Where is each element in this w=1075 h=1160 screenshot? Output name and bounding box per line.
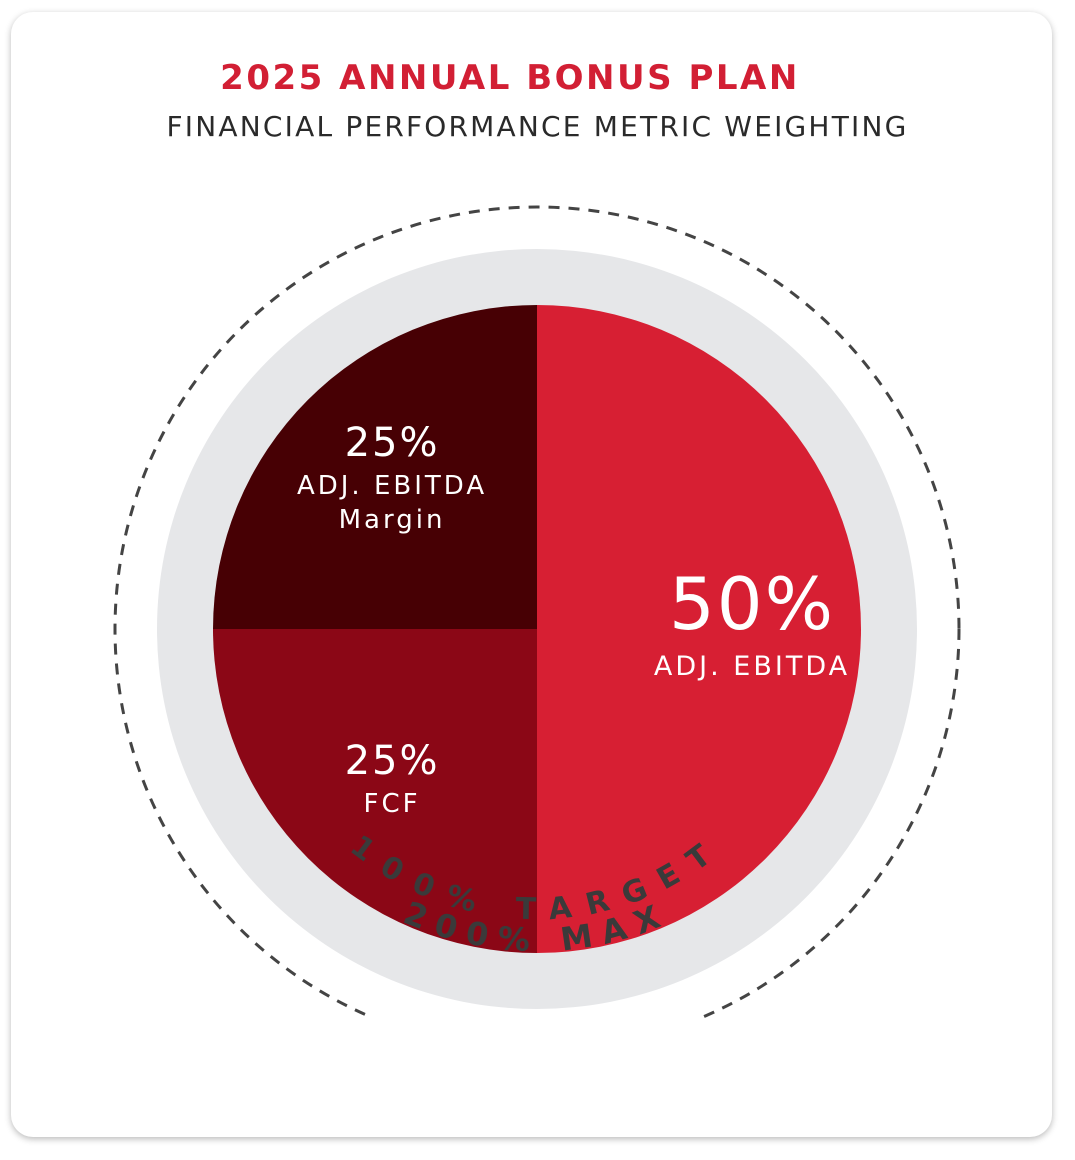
dashed-ring-gap	[372, 1005, 702, 1075]
slice-name-label-1-0: FCF	[364, 789, 421, 819]
chart-title: 2025 ANNUAL BONUS PLAN	[220, 58, 800, 98]
pie-slice-labels: 50% ADJ. EBITDA 25% FCF 25% ADJ. EBITDA Margin	[297, 420, 850, 819]
pie-slice-2	[213, 305, 537, 629]
slice-name-label-2-0: ADJ. EBITDA	[297, 471, 487, 501]
chart-subtitle: FINANCIAL PERFORMANCE METRIC WEIGHTING	[166, 110, 909, 143]
pie-slices	[213, 305, 861, 953]
slice-percent-label-2: 25%	[345, 420, 440, 466]
slice-percent-label-0: 50%	[669, 562, 835, 646]
slice-name-label-2-1: Margin	[339, 505, 446, 535]
pie-slice-1	[213, 629, 537, 953]
slice-name-label-0-0: ADJ. EBITDA	[654, 651, 850, 682]
pie-slice-0	[537, 305, 861, 953]
slice-percent-label-1: 25%	[345, 738, 440, 784]
